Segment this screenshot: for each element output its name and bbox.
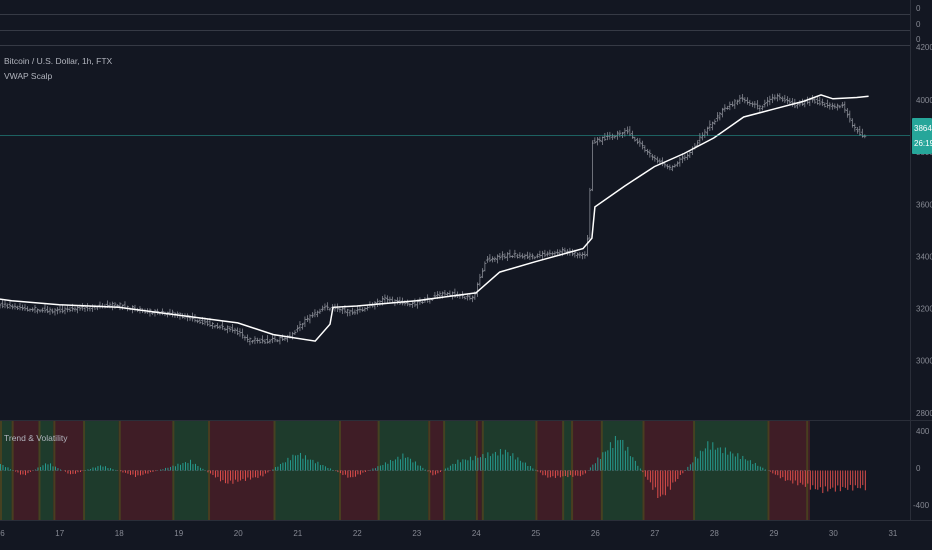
indicator-trend-label[interactable]: Trend & Volatility xyxy=(4,433,68,443)
symbol-title[interactable]: Bitcoin / U.S. Dollar, 1h, FTX xyxy=(4,56,113,66)
time-axis-label: 16 xyxy=(0,529,5,538)
time-axis-label: 20 xyxy=(234,529,243,538)
time-axis-label: 30 xyxy=(829,529,838,538)
price-candles xyxy=(0,93,867,346)
bar-countdown: 26:19 xyxy=(914,139,932,148)
trend-transition xyxy=(377,421,380,520)
osc-tick: -400 xyxy=(913,501,930,510)
time-axis-label: 18 xyxy=(115,529,124,538)
time-axis-label: 28 xyxy=(710,529,719,538)
time-axis-label: 19 xyxy=(174,529,183,538)
top-pane-label: 0 xyxy=(916,20,921,29)
trend-transition xyxy=(53,421,56,520)
time-axis-label: 21 xyxy=(293,529,302,538)
time-axis-label: 17 xyxy=(55,529,64,538)
price-axis[interactable]: 42000 40000 38000 36000 34000 32000 3000… xyxy=(912,43,932,418)
time-axis-label: 31 xyxy=(888,529,897,538)
trend-transition xyxy=(806,421,809,520)
time-axis-label: 27 xyxy=(650,529,659,538)
price-tick: 36000 xyxy=(916,200,932,209)
time-axis-label: 26 xyxy=(591,529,600,538)
time-axis[interactable]: 16171819202122232425262728293031Aug xyxy=(0,529,932,538)
trend-transition xyxy=(38,421,41,520)
time-axis-label: 25 xyxy=(531,529,540,538)
last-price-tag xyxy=(912,118,932,154)
osc-tick: 400 xyxy=(916,427,930,436)
top-mini-panes: 0 0 0 xyxy=(0,4,921,46)
price-tick: 40000 xyxy=(916,96,932,105)
vwap-line xyxy=(0,94,869,342)
trend-transition xyxy=(693,421,696,520)
osc-tick: 0 xyxy=(916,464,921,473)
time-axis-label: 22 xyxy=(353,529,362,538)
time-axis-label: 24 xyxy=(472,529,481,538)
time-axis-label: 29 xyxy=(769,529,778,538)
price-tick: 32000 xyxy=(916,305,932,314)
trend-band-red xyxy=(475,421,482,520)
top-pane-label: 0 xyxy=(916,35,921,44)
indicator-vwap-label[interactable]: VWAP Scalp xyxy=(4,71,52,81)
trend-band-green xyxy=(562,421,572,520)
price-tick: 28000 xyxy=(916,409,932,418)
top-pane-label: 0 xyxy=(916,4,921,13)
trend-transition xyxy=(118,421,121,520)
price-tick: 34000 xyxy=(916,252,932,261)
price-tick: 42000 xyxy=(916,43,932,52)
price-pane: Bitcoin / U.S. Dollar, 1h, FTX VWAP Scal… xyxy=(0,56,910,346)
time-axis-label: 23 xyxy=(412,529,421,538)
volatility-histogram xyxy=(0,435,866,499)
trend-transition xyxy=(273,421,276,520)
oscillator-pane: Trend & Volatility 400 0 -400 xyxy=(0,421,930,520)
trend-transition xyxy=(642,421,645,520)
price-tick: 30000 xyxy=(916,357,932,366)
